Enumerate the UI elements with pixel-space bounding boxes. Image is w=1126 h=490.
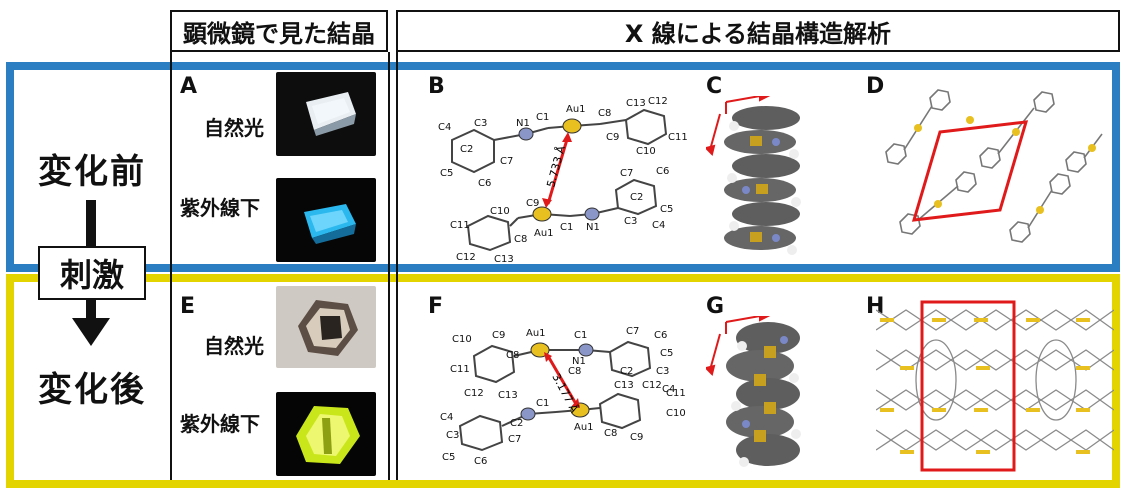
svg-text:Au1: Au1 <box>566 104 586 115</box>
svg-text:C11: C11 <box>668 132 688 143</box>
svg-text:C5: C5 <box>660 204 673 215</box>
panel-letter-c: C <box>706 74 723 99</box>
svg-text:C13: C13 <box>626 98 646 109</box>
divider-mid-a <box>388 52 390 480</box>
svg-text:C5: C5 <box>442 452 455 463</box>
svg-text:C8: C8 <box>604 428 617 439</box>
uv-light-label-a: 紫外線下 <box>180 196 260 220</box>
svg-text:C6: C6 <box>478 178 491 189</box>
row-label-after: 変化後 <box>38 370 146 410</box>
svg-text:C10: C10 <box>666 408 686 419</box>
svg-text:C12: C12 <box>648 96 668 107</box>
arrow-line-lower <box>86 300 96 320</box>
svg-text:C10: C10 <box>636 146 656 157</box>
divider-mid-b <box>396 52 398 480</box>
row-label-before: 変化前 <box>38 152 146 192</box>
svg-text:C7: C7 <box>508 434 521 445</box>
panel-letter-b: B <box>428 74 445 99</box>
svg-text:C10: C10 <box>490 206 510 217</box>
header-xray: X 線による結晶構造解析 <box>396 10 1120 52</box>
svg-text:C1: C1 <box>574 330 587 341</box>
crystal-photo-uv-after <box>276 392 376 476</box>
panel-letter-e: E <box>180 294 196 319</box>
svg-text:C4: C4 <box>652 220 665 231</box>
svg-text:C2: C2 <box>620 366 633 377</box>
svg-text:C9: C9 <box>526 198 539 209</box>
svg-text:C4: C4 <box>662 384 675 395</box>
svg-text:C8: C8 <box>506 350 519 361</box>
natural-light-label-e: 自然光 <box>204 334 264 358</box>
panel-letter-f: F <box>428 294 444 319</box>
svg-text:C3: C3 <box>656 366 669 377</box>
svg-text:C3: C3 <box>474 118 487 129</box>
svg-text:C12: C12 <box>456 252 476 263</box>
after-band <box>6 274 1120 488</box>
stimulus-label: 刺激 <box>38 246 146 300</box>
natural-light-label-a: 自然光 <box>204 116 264 140</box>
svg-text:N1: N1 <box>586 222 600 233</box>
svg-text:C2: C2 <box>460 144 473 155</box>
svg-text:C12: C12 <box>642 380 662 391</box>
svg-text:C11: C11 <box>666 388 686 399</box>
svg-text:C9: C9 <box>630 432 643 443</box>
svg-text:C4: C4 <box>440 412 453 423</box>
down-arrow-icon <box>72 318 110 346</box>
svg-text:C1: C1 <box>536 112 549 123</box>
svg-text:Au1: Au1 <box>526 328 546 339</box>
svg-text:C9: C9 <box>606 132 619 143</box>
unit-cell-before <box>911 120 1029 222</box>
svg-text:C2: C2 <box>510 418 523 429</box>
svg-text:Au1: Au1 <box>534 228 554 239</box>
molecular-stack-before <box>706 96 801 255</box>
svg-text:C3: C3 <box>624 216 637 227</box>
svg-text:C7: C7 <box>620 168 633 179</box>
distance-label-before: 5.733 Å <box>544 144 568 189</box>
divider-left <box>170 52 172 480</box>
crystal-photo-natural-after <box>276 286 376 368</box>
crystal-photo-uv-before <box>276 178 376 262</box>
svg-text:C8: C8 <box>514 234 527 245</box>
crystal-packing-before <box>885 89 1103 243</box>
svg-text:C4: C4 <box>438 122 451 133</box>
uv-light-label-e: 紫外線下 <box>180 412 260 436</box>
svg-text:C9: C9 <box>492 330 505 341</box>
svg-text:C13: C13 <box>494 254 514 265</box>
crystal-photo-natural-before <box>276 72 376 156</box>
svg-text:C7: C7 <box>500 156 513 167</box>
svg-text:C12: C12 <box>464 388 484 399</box>
panel-letter-g: G <box>706 294 725 319</box>
svg-text:C13: C13 <box>498 390 518 401</box>
svg-text:C5: C5 <box>660 348 673 359</box>
svg-text:C8: C8 <box>598 108 611 119</box>
svg-text:Au1: Au1 <box>574 422 594 433</box>
svg-text:C11: C11 <box>450 220 470 231</box>
svg-text:N1: N1 <box>572 356 586 367</box>
molecular-stack-after <box>706 316 801 467</box>
panel-letter-d: D <box>866 74 885 99</box>
distance-label-after: 3.177 Å <box>549 371 581 415</box>
svg-text:C1: C1 <box>560 222 573 233</box>
svg-text:C13: C13 <box>614 380 634 391</box>
svg-text:N1: N1 <box>516 118 530 129</box>
svg-text:C8: C8 <box>568 366 581 377</box>
before-band <box>6 62 1120 272</box>
svg-text:C6: C6 <box>654 330 667 341</box>
svg-text:C5: C5 <box>440 168 453 179</box>
svg-text:C1: C1 <box>536 398 549 409</box>
crystal-packing-after <box>876 300 1114 472</box>
arrow-line <box>86 200 96 246</box>
svg-text:C6: C6 <box>656 166 669 177</box>
svg-text:C3: C3 <box>446 430 459 441</box>
svg-text:C2: C2 <box>630 192 643 203</box>
panel-letter-a: A <box>180 74 198 99</box>
svg-text:C10: C10 <box>452 334 472 345</box>
header-microscope: 顕微鏡で見た結晶 <box>170 10 388 52</box>
svg-text:C7: C7 <box>626 326 639 337</box>
unit-cell-after <box>920 300 1016 472</box>
svg-text:C6: C6 <box>474 456 487 467</box>
svg-text:C11: C11 <box>450 364 470 375</box>
